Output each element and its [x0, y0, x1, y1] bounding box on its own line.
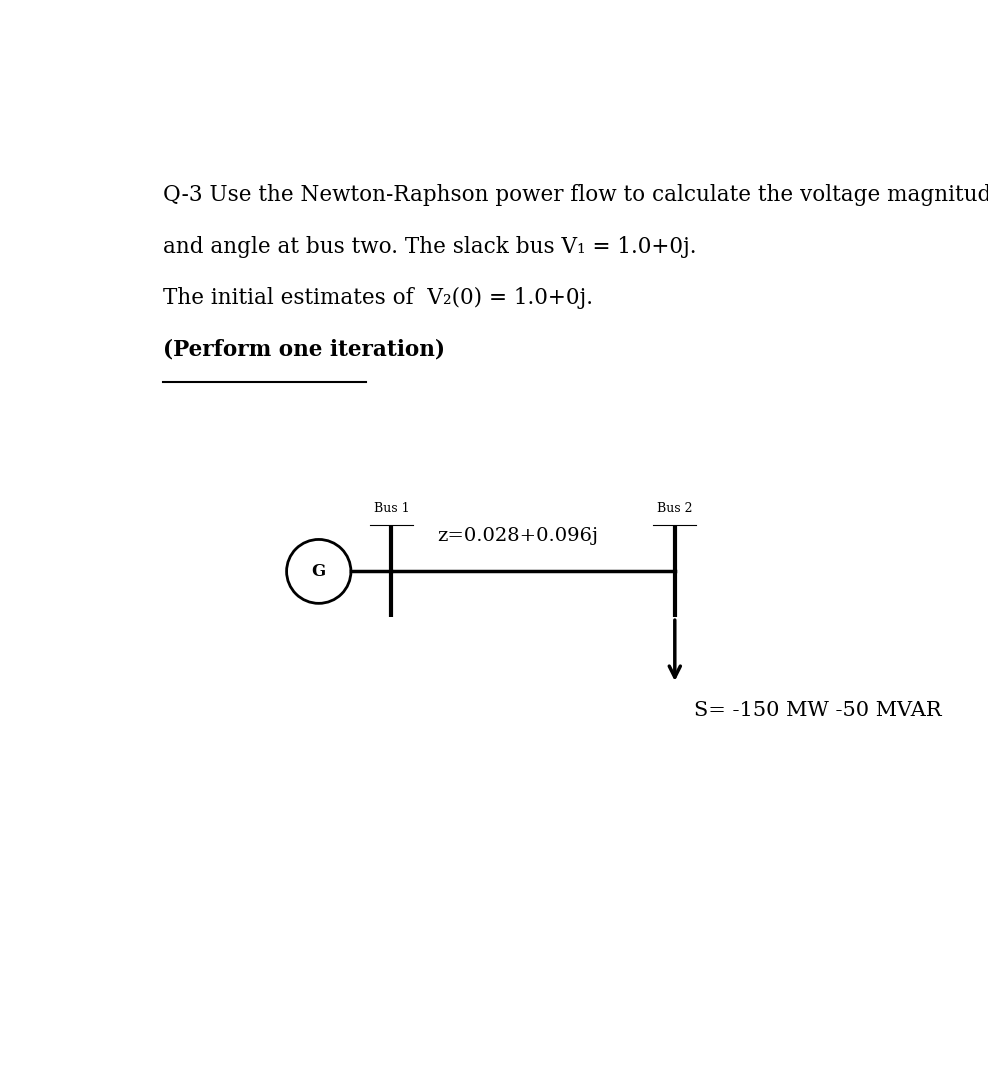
Text: z=0.028+0.096j: z=0.028+0.096j	[438, 527, 599, 544]
Text: Bus 1: Bus 1	[373, 502, 409, 515]
Text: Q-3 Use the Newton-Raphson power flow to calculate the voltage magnitude: Q-3 Use the Newton-Raphson power flow to…	[163, 184, 988, 206]
Text: The initial estimates of  V₂(0) = 1.0+0j.: The initial estimates of V₂(0) = 1.0+0j.	[163, 288, 594, 309]
Text: (Perform one iteration): (Perform one iteration)	[163, 339, 446, 361]
Text: S= -150 MW -50 MVAR: S= -150 MW -50 MVAR	[694, 700, 942, 720]
Text: and angle at bus two. The slack bus V₁ = 1.0+0j.: and angle at bus two. The slack bus V₁ =…	[163, 236, 697, 258]
Text: G: G	[311, 563, 326, 580]
Text: Bus 2: Bus 2	[657, 502, 693, 515]
